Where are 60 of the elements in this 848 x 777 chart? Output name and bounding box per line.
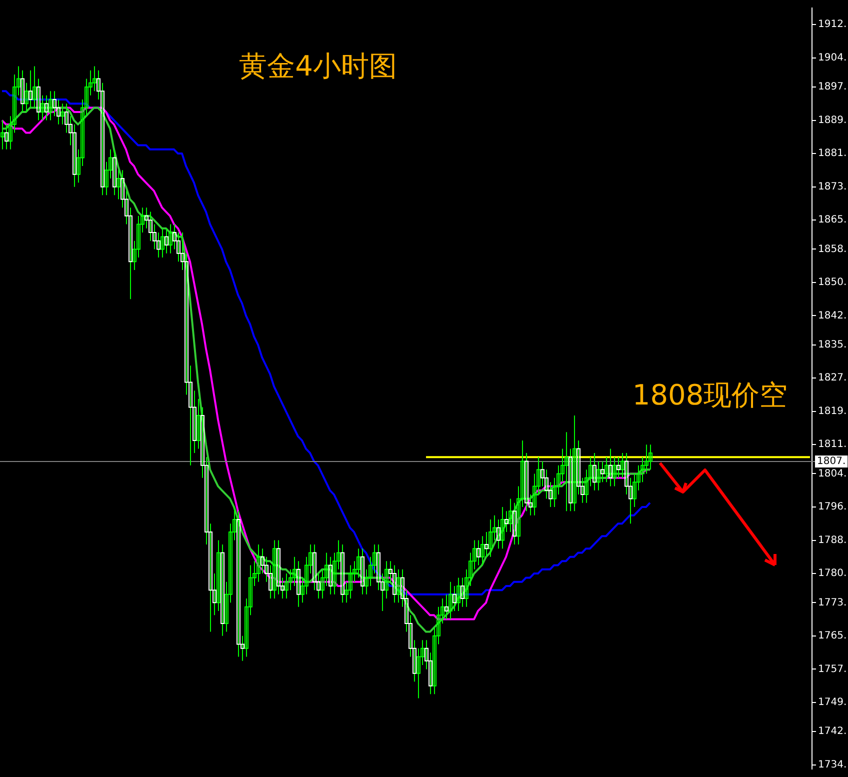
y-tick-label: 1811. (818, 439, 847, 450)
candlestick (328, 556, 332, 595)
y-tick-label: 1765. (818, 630, 847, 642)
y-tick-label: 1773. (818, 597, 847, 608)
candlestick (564, 432, 568, 512)
candlestick (476, 540, 480, 566)
y-tick-label: 1850. (818, 277, 847, 288)
y-tick-label: 1788. (818, 534, 847, 546)
candlestick (448, 581, 452, 620)
y-tick-label: 1780. (818, 568, 847, 580)
candlestick (0, 120, 4, 150)
y-tick-label: 1827. (818, 372, 847, 384)
y-tick-label: 1796. (818, 502, 847, 513)
candlestick (348, 564, 352, 600)
candlestick (112, 148, 116, 196)
y-tick-label: 1897. (818, 82, 847, 93)
candlestick (572, 415, 576, 512)
y-tick-label: 1889. (818, 114, 847, 126)
candlestick (164, 228, 168, 254)
candlestick (236, 510, 240, 658)
text: 黄金4小时图 (239, 49, 397, 82)
candlestick (20, 70, 24, 112)
candlestick (220, 544, 224, 636)
y-tick-label: 1858. (818, 244, 847, 255)
candlestick (488, 518, 492, 558)
y-tick-label: 1912. (818, 19, 847, 30)
candlestick (276, 540, 280, 595)
candlestick (168, 224, 172, 254)
candlestick (392, 564, 396, 604)
y-tick-label: 1873. (818, 181, 847, 192)
y-tick-label: 1819. (818, 406, 847, 417)
y-tick-label: 1904. (818, 52, 847, 64)
candlestick (396, 568, 400, 604)
candlestick (500, 506, 504, 550)
candlestick (360, 548, 364, 595)
candlestick (340, 544, 344, 604)
candlestick (160, 228, 164, 258)
candlestick (272, 540, 276, 600)
candlestick (256, 544, 260, 582)
y-tick-label: 1749. (818, 697, 847, 708)
candlestick (480, 536, 484, 566)
candlestick (28, 70, 32, 108)
y-tick-label: 1804. (818, 468, 847, 480)
y-tick-label: 1842. (818, 310, 847, 322)
candlestick (592, 452, 596, 491)
candlestick (284, 573, 288, 600)
candlestick (456, 577, 460, 612)
y-tick-label: 1757. (818, 664, 847, 675)
candlestick (296, 560, 300, 608)
annotation: 1808现价空 (632, 378, 788, 412)
ref-line-label: 1807. (817, 456, 846, 468)
candlestick (608, 448, 612, 487)
candlestick (648, 444, 652, 470)
candlestick (44, 94, 48, 121)
y-tick-label: 1835. (818, 339, 847, 350)
y-tick-label: 1865. (818, 214, 847, 226)
candlestick (48, 90, 52, 121)
y-tick-label: 1734. (818, 759, 847, 770)
y-tick-label: 1881. (818, 148, 847, 160)
y-tick-label: 1742. (818, 726, 847, 738)
